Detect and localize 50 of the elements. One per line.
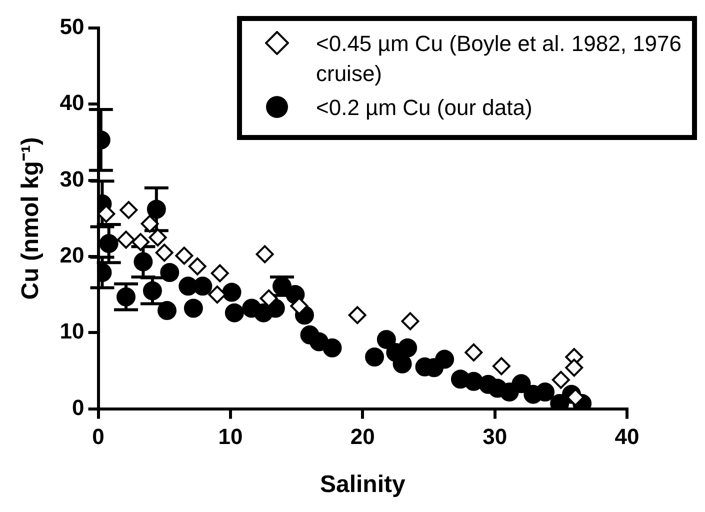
y-tick-label: 30 [60,166,84,192]
point [158,301,177,320]
point [210,264,229,282]
point [188,257,206,276]
point [565,358,584,377]
x-tick-label: 20 [350,424,375,450]
y-tick-label: 0 [72,394,84,420]
point [536,382,555,402]
y-tick-label: 40 [60,90,84,116]
point [132,233,150,252]
point [99,234,118,254]
point [492,357,510,376]
x-tick-label: 0 [92,424,104,450]
legend-label: <0.45 µm Cu (Boyle et al. 1982, 1976 cruise) [316,30,682,88]
point [222,282,242,302]
point [142,281,162,300]
y-tick-label: 10 [60,318,84,344]
point [117,230,136,249]
point [155,244,174,262]
point [464,372,484,391]
point [160,262,180,282]
x-tick-label: 40 [614,424,640,450]
point [140,214,159,233]
y-axis-title: Cu (nmol kg⁻¹) [17,137,44,300]
point [193,276,212,296]
point [146,200,166,219]
y-tick-label: 50 [60,14,84,40]
point [435,350,454,369]
x-tick-label: 30 [482,424,508,450]
point [322,338,342,358]
point [134,252,153,272]
legend-label: <0.2 µm Cu (our data) [316,94,532,122]
point [116,287,136,306]
point [464,343,483,362]
point [120,201,138,220]
point [376,330,396,349]
point [512,374,531,394]
y-tick-label: 20 [60,242,84,268]
x-tick-label: 10 [218,424,243,450]
point [365,348,384,367]
point [348,306,366,324]
point [175,246,194,265]
x-axis-title: Salinity [320,471,406,498]
point [224,303,244,322]
point [401,312,420,330]
point [148,228,167,246]
point [398,338,418,358]
point [256,245,274,264]
point [552,370,570,389]
point [184,298,203,318]
